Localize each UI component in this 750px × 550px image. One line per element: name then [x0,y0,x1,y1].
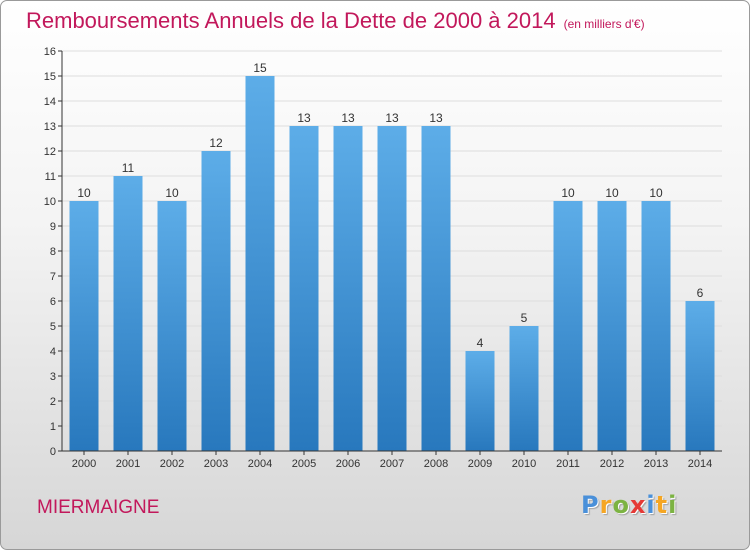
logo-letter: x [629,491,647,519]
y-tick-label: 10 [44,196,56,208]
y-tick-label: 2 [50,396,56,408]
bar-2003 [201,151,231,451]
bar-2007 [377,126,407,451]
bar-2008 [421,126,451,451]
bar-value-label: 10 [165,186,179,200]
y-tick-label: 6 [50,296,56,308]
logo-letter: i [646,491,656,519]
chart-title-text: Remboursements Annuels de la Dette de 20… [26,8,556,33]
labels-layer: 10 2000 11 2001 10 2002 12 2003 15 2004 13 2005 13 20… [72,61,712,470]
logo-letter: o [612,491,630,519]
x-tick-label: 2004 [248,458,272,470]
bar-2004 [245,76,275,451]
logo-letter: P [581,491,600,519]
x-tick-label: 2013 [644,458,668,470]
y-tick-label: 9 [50,221,56,233]
bar-value-label: 13 [385,111,399,125]
y-tick-label: 13 [44,121,56,133]
logo-letter: r [599,491,613,519]
bars-layer [69,76,715,451]
y-tick-label: 5 [50,321,56,333]
bar-2011 [553,201,583,451]
bar-value-label: 11 [122,161,135,175]
bar-value-label: 13 [297,111,311,125]
y-tick-label: 15 [44,71,56,83]
bar-value-label: 15 [253,61,267,75]
bar-2002 [157,201,187,451]
x-tick-label: 2014 [688,458,712,470]
bar-2001 [113,176,143,451]
y-tick-label: 1 [50,421,56,433]
x-tick-label: 2012 [600,458,624,470]
bar-value-label: 12 [209,136,223,150]
y-tick-label: 11 [45,171,56,183]
y-tick-label: 3 [50,371,56,383]
bar-2005 [289,126,319,451]
bar-value-label: 10 [605,186,619,200]
bar-value-label: 13 [341,111,355,125]
proxiti-logo: Proxiti [581,491,677,519]
bar-value-label: 10 [77,186,91,200]
bar-2010 [509,326,539,451]
logo-letter: i [668,491,678,519]
bar-2012 [597,201,627,451]
bar-value-label: 5 [521,311,528,325]
bar-value-label: 10 [649,186,663,200]
x-tick-label: 2003 [204,458,228,470]
x-tick-label: 2006 [336,458,360,470]
chart-unit-text: (en milliers d'€) [563,17,645,31]
y-tick-label: 0 [50,446,56,458]
x-tick-label: 2001 [116,458,140,470]
bar-2013 [641,201,671,451]
commune-name: MIERMAIGNE [37,497,160,518]
x-tick-label: 2005 [292,458,316,470]
y-tick-label: 14 [44,96,56,108]
bar-2006 [333,126,363,451]
bar-value-label: 13 [429,111,443,125]
y-tick-label: 16 [44,46,56,58]
bar-2014 [685,301,715,451]
chart-title: Remboursements Annuels de la Dette de 20… [26,8,645,34]
x-tick-label: 2000 [72,458,96,470]
y-tick-label: 8 [50,246,56,258]
x-tick-label: 2002 [160,458,184,470]
x-tick-label: 2009 [468,458,492,470]
x-tick-label: 2008 [424,458,448,470]
bar-2000 [69,201,99,451]
y-tick-label: 7 [50,271,56,283]
x-tick-label: 2010 [512,458,536,470]
bar-2009 [465,351,495,451]
bar-value-label: 6 [697,286,704,300]
logo-letter: t [655,491,669,519]
x-tick-label: 2011 [556,458,580,470]
x-tick-label: 2007 [380,458,404,470]
y-tick-label: 4 [50,346,56,358]
y-tick-label: 12 [44,146,56,158]
bar-value-label: 4 [477,336,484,350]
bar-value-label: 10 [561,186,575,200]
